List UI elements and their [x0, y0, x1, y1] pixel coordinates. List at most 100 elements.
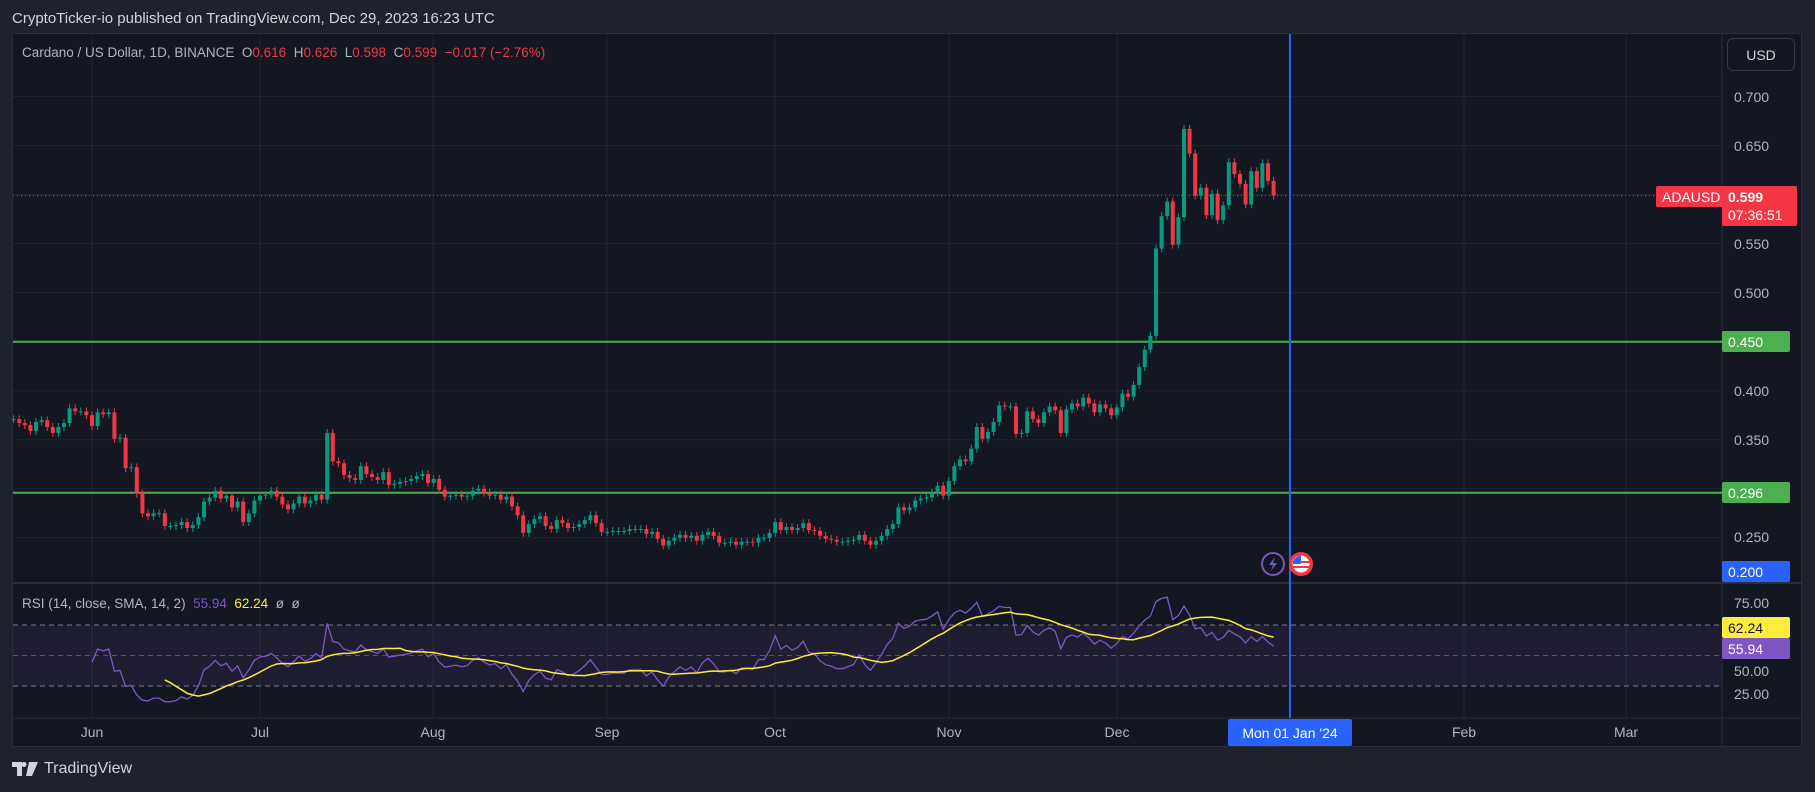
candle: [879, 531, 884, 545]
high-value: 0.626: [303, 45, 338, 60]
candle: [924, 493, 929, 503]
candle: [414, 472, 419, 483]
candle: [62, 419, 66, 431]
candle-body: [370, 474, 374, 478]
candle: [711, 527, 716, 540]
candle: [1254, 167, 1259, 192]
candle-body: [1198, 187, 1203, 196]
time-tick: Nov: [936, 724, 962, 740]
candle: [22, 419, 27, 429]
candle-body: [918, 498, 923, 501]
candle: [112, 408, 117, 443]
candle-body: [11, 419, 16, 421]
candle-body: [414, 476, 419, 479]
candle-body: [230, 495, 234, 508]
candle-body: [482, 488, 486, 493]
candle: [129, 463, 134, 473]
candle: [185, 518, 190, 532]
us-flag-event-icon[interactable]: [1289, 552, 1313, 576]
candle: [487, 488, 492, 500]
rsi-value-tag: 55.94: [1722, 638, 1790, 659]
candle-body: [566, 523, 570, 528]
grid: [13, 34, 1722, 718]
candle: [918, 494, 923, 505]
candle-body: [1030, 411, 1035, 420]
candle: [1070, 399, 1074, 414]
crosshair-date-tag: Mon 01 Jan '24: [1228, 719, 1352, 746]
candle-body: [437, 478, 442, 490]
candle-body: [510, 496, 514, 507]
candle: [638, 525, 643, 533]
candle: [1092, 399, 1097, 417]
candle-body: [1187, 128, 1192, 154]
candle: [952, 462, 957, 485]
rsi-tick: 25.00: [1734, 686, 1770, 702]
candle-body: [409, 478, 414, 481]
candle: [1148, 331, 1153, 354]
candle-body: [1260, 163, 1265, 188]
candle: [801, 519, 806, 532]
candle-body: [325, 432, 330, 500]
candle-body: [442, 489, 447, 497]
candle-body: [1081, 397, 1086, 407]
candle: [644, 525, 649, 538]
candle: [689, 531, 694, 542]
currency-button[interactable]: USD: [1727, 38, 1795, 71]
candle-body: [543, 516, 548, 527]
candle-body: [129, 467, 134, 469]
candle: [1030, 407, 1035, 424]
candle-body: [241, 501, 246, 523]
level-tag-low: 0.296: [1722, 482, 1790, 503]
candle: [986, 427, 990, 443]
candle: [812, 526, 817, 535]
candle: [308, 496, 313, 508]
chart-panel[interactable]: [12, 33, 1802, 747]
candle-body: [1254, 171, 1259, 188]
candle-body: [857, 534, 862, 540]
candle: [1126, 389, 1130, 401]
crosshair-price-tag: 0.200: [1722, 561, 1790, 582]
candle-body: [78, 411, 83, 413]
candle: [459, 490, 464, 501]
candle: [700, 530, 705, 545]
candle-body: [202, 501, 206, 518]
candle-body: [280, 496, 285, 505]
candle-body: [314, 494, 318, 501]
candle-body: [420, 474, 425, 477]
candle-body: [1142, 349, 1147, 368]
candle: [358, 462, 363, 484]
candles: [11, 125, 1276, 550]
candle: [1142, 345, 1147, 372]
candle-body: [974, 427, 979, 449]
candle: [146, 509, 150, 521]
candle: [773, 518, 778, 537]
candle-body: [773, 522, 778, 533]
candle: [577, 520, 582, 531]
candle-body: [1126, 393, 1130, 397]
candle: [1182, 125, 1186, 222]
candle-body: [1042, 412, 1046, 424]
candle-body: [73, 408, 78, 412]
tradingview-logo[interactable]: TradingView: [12, 760, 132, 778]
candle-body: [157, 513, 162, 515]
lightning-event-icon[interactable]: [1261, 552, 1285, 576]
candle-body: [465, 495, 470, 497]
candle-body: [1064, 409, 1069, 433]
candle-body: [823, 535, 828, 539]
candle-body: [364, 466, 369, 475]
candle: [263, 490, 268, 500]
candle: [823, 531, 828, 543]
candle-body: [1120, 393, 1125, 408]
candle-body: [1008, 406, 1013, 408]
candle-body: [123, 437, 128, 469]
candle: [1025, 407, 1030, 437]
candle-body: [375, 477, 380, 480]
candle: [134, 463, 139, 498]
candle-body: [381, 472, 386, 480]
candle: [325, 428, 330, 504]
candle: [336, 457, 341, 468]
candle: [963, 455, 968, 466]
candle-body: [952, 466, 957, 481]
candle-body: [930, 492, 934, 498]
